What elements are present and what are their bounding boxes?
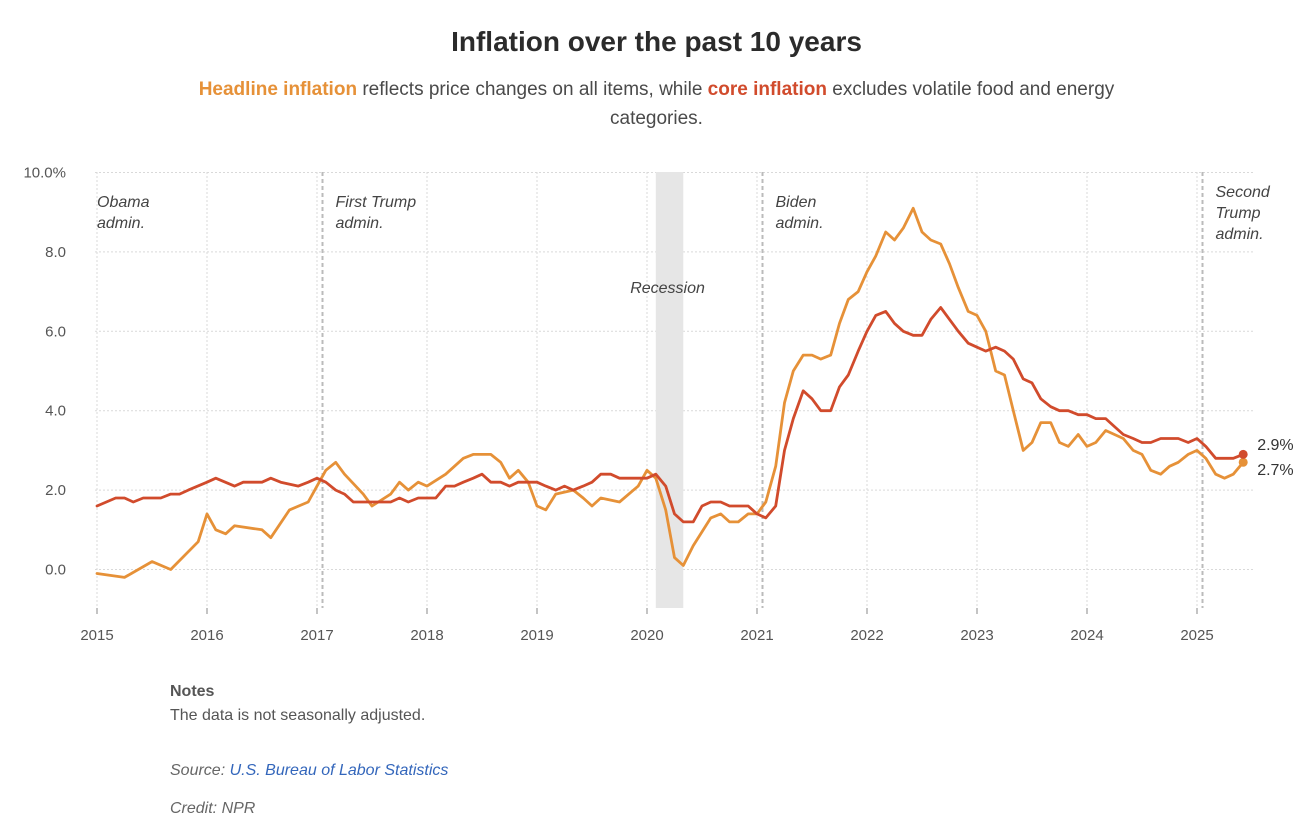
source-line: Source: U.S. Bureau of Labor Statistics (170, 762, 448, 780)
x-tick-label: 2019 (520, 627, 553, 644)
subtitle-middle: reflects price changes on all items, whi… (357, 79, 708, 100)
administration-label: Second (1216, 184, 1271, 201)
y-tick-label: 0.0 (45, 562, 66, 579)
credit-line: Credit: NPR (170, 800, 256, 817)
administration-label: Biden (776, 194, 817, 211)
administration-label: admin. (336, 215, 384, 232)
y-tick-label: 6.0 (45, 323, 66, 340)
core-inflation-term: core inflation (707, 79, 827, 100)
headline-inflation-term: Headline inflation (198, 79, 358, 100)
axis-labels: 0.0 2.0 4.0 6.0 8.0 10.0% 2015 2016 2017 2018 2019… (23, 165, 1213, 645)
administration-label: admin. (97, 215, 145, 232)
y-tick-label: 2.0 (45, 482, 66, 499)
x-tick-label: 2017 (300, 627, 333, 644)
administration-label: First Trump (336, 194, 417, 211)
administration-label: admin. (776, 215, 824, 232)
subtitle-end: excludes volatile food and energy catego… (610, 79, 1115, 129)
series-line (95, 306, 1245, 524)
notes-text: The data is not seasonally adjusted. (170, 707, 426, 724)
recession-label: Recession (630, 280, 705, 297)
administration-label: Obama (97, 194, 150, 211)
x-tick-label: 2023 (960, 627, 993, 644)
source-prefix: Source: (170, 762, 230, 779)
chart-title: Inflation over the past 10 years (451, 26, 862, 57)
x-tick-label: 2024 (1070, 627, 1103, 644)
notes-heading: Notes (170, 683, 215, 700)
x-tick-label: 2020 (630, 627, 663, 644)
y-tick-label: 8.0 (45, 244, 66, 261)
series-end-dot (1238, 449, 1248, 459)
x-tick-label: 2016 (190, 627, 223, 644)
x-tick-label: 2025 (1180, 627, 1213, 644)
administration-label: Trump (1216, 205, 1261, 222)
recession-shading (655, 172, 684, 608)
notes-section: Notes The data is not seasonally adjuste… (170, 683, 425, 725)
series-end-label: 2.9% (1257, 437, 1293, 454)
y-tick-label: 4.0 (45, 403, 66, 420)
series-line (95, 206, 1245, 579)
administration-label: admin. (1216, 226, 1264, 243)
inflation-line-chart: Recession Obama admin. First Trump admin. Bi… (23, 165, 1294, 645)
x-tick-label: 2018 (410, 627, 443, 644)
series-end-dot (1238, 457, 1248, 467)
chart-subtitle: Headline inflation reflects price change… (154, 75, 1159, 133)
series-lines: 2.7% 2.9% (95, 206, 1294, 579)
x-tick-label: 2021 (740, 627, 773, 644)
series-end-label: 2.7% (1257, 462, 1293, 479)
x-tick-label: 2015 (80, 627, 113, 644)
source-link[interactable]: U.S. Bureau of Labor Statistics (229, 762, 449, 779)
x-tick-label: 2022 (850, 627, 883, 644)
y-tick-label: 10.0% (23, 165, 66, 182)
administration-markers: Obama admin. First Trump admin. Biden admin. S… (97, 172, 1271, 608)
